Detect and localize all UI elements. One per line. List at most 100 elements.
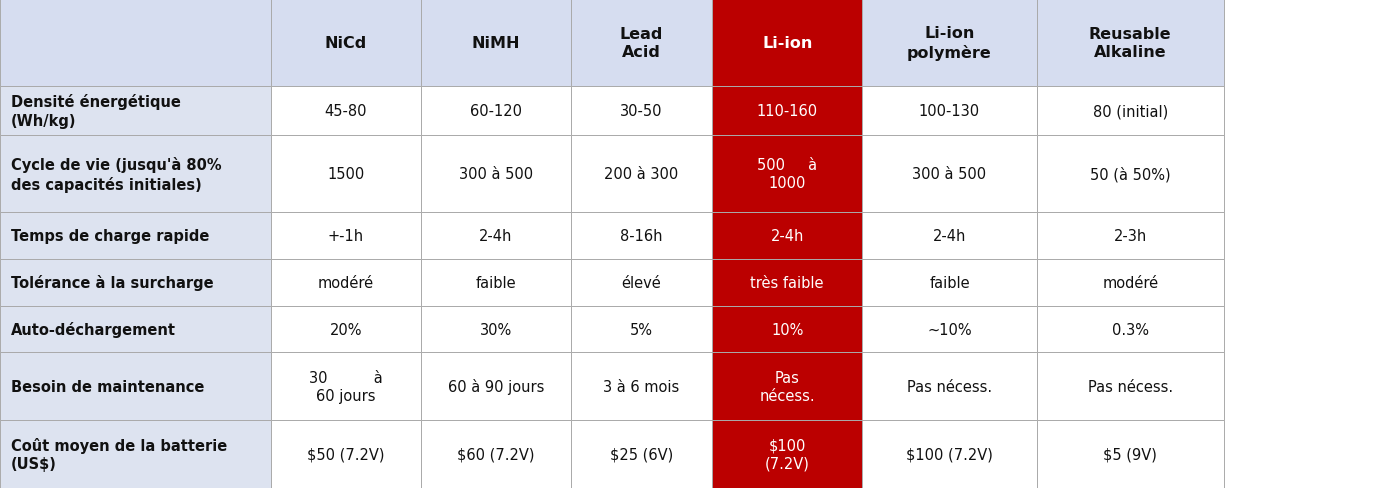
- Bar: [712, 136, 862, 213]
- Bar: [862, 0, 1037, 87]
- Bar: [421, 213, 571, 260]
- Bar: [271, 213, 421, 260]
- Bar: [862, 353, 1037, 420]
- Text: Coût moyen de la batterie
(US$): Coût moyen de la batterie (US$): [11, 437, 227, 471]
- Text: 300 à 500: 300 à 500: [459, 167, 532, 182]
- Bar: [271, 260, 421, 306]
- Text: 3 à 6 mois: 3 à 6 mois: [604, 379, 679, 394]
- Bar: [1037, 306, 1224, 353]
- Bar: [862, 260, 1037, 306]
- Text: Auto-déchargement: Auto-déchargement: [11, 322, 176, 337]
- Text: NiCd: NiCd: [324, 36, 367, 51]
- Bar: [421, 260, 571, 306]
- Bar: [271, 306, 421, 353]
- Bar: [421, 136, 571, 213]
- Text: modéré: modéré: [318, 275, 374, 290]
- Bar: [1037, 87, 1224, 136]
- Bar: [571, 353, 712, 420]
- Bar: [0, 213, 271, 260]
- Text: 50 (à 50%): 50 (à 50%): [1090, 166, 1170, 182]
- Text: faible: faible: [476, 275, 516, 290]
- Bar: [0, 136, 271, 213]
- Bar: [421, 420, 571, 488]
- Text: 5%: 5%: [630, 322, 653, 337]
- Bar: [571, 87, 712, 136]
- Text: 45-80: 45-80: [324, 104, 367, 119]
- Bar: [712, 306, 862, 353]
- Bar: [1037, 353, 1224, 420]
- Text: Reusable
Alkaline: Reusable Alkaline: [1089, 27, 1172, 60]
- Bar: [1037, 213, 1224, 260]
- Text: 100-130: 100-130: [918, 104, 980, 119]
- Bar: [862, 136, 1037, 213]
- Bar: [0, 420, 271, 488]
- Text: Besoin de maintenance: Besoin de maintenance: [11, 379, 205, 394]
- Text: 30          à
60 jours: 30 à 60 jours: [309, 370, 382, 403]
- Text: 110-160: 110-160: [756, 104, 818, 119]
- Bar: [571, 420, 712, 488]
- Text: 8-16h: 8-16h: [620, 229, 663, 244]
- Text: NiMH: NiMH: [472, 36, 520, 51]
- Bar: [421, 306, 571, 353]
- Text: 80 (initial): 80 (initial): [1093, 104, 1167, 119]
- Text: 2-3h: 2-3h: [1114, 229, 1147, 244]
- Bar: [862, 87, 1037, 136]
- Text: Pas nécess.: Pas nécess.: [1088, 379, 1173, 394]
- Bar: [271, 87, 421, 136]
- Text: 30-50: 30-50: [620, 104, 663, 119]
- Text: modéré: modéré: [1103, 275, 1158, 290]
- Bar: [0, 87, 271, 136]
- Bar: [1037, 420, 1224, 488]
- Text: Densité énergétique
(Wh/kg): Densité énergétique (Wh/kg): [11, 94, 182, 129]
- Text: 500     à
1000: 500 à 1000: [758, 158, 817, 191]
- Bar: [271, 420, 421, 488]
- Bar: [0, 353, 271, 420]
- Bar: [712, 353, 862, 420]
- Text: +-1h: +-1h: [327, 229, 364, 244]
- Bar: [712, 260, 862, 306]
- Bar: [571, 306, 712, 353]
- Text: $25 (6V): $25 (6V): [609, 447, 674, 462]
- Text: Temps de charge rapide: Temps de charge rapide: [11, 229, 209, 244]
- Bar: [271, 0, 421, 87]
- Text: $100 (7.2V): $100 (7.2V): [906, 447, 993, 462]
- Bar: [712, 0, 862, 87]
- Bar: [571, 136, 712, 213]
- Bar: [0, 260, 271, 306]
- Bar: [0, 306, 271, 353]
- Bar: [271, 136, 421, 213]
- Bar: [421, 353, 571, 420]
- Text: 0.3%: 0.3%: [1112, 322, 1148, 337]
- Bar: [571, 0, 712, 87]
- Text: Pas
nécess.: Pas nécess.: [759, 370, 815, 403]
- Text: 20%: 20%: [330, 322, 362, 337]
- Text: très faible: très faible: [751, 275, 824, 290]
- Text: 1500: 1500: [327, 167, 364, 182]
- Text: élevé: élevé: [622, 275, 661, 290]
- Text: 2-4h: 2-4h: [770, 229, 804, 244]
- Bar: [712, 213, 862, 260]
- Text: $5 (9V): $5 (9V): [1103, 447, 1158, 462]
- Text: 10%: 10%: [771, 322, 803, 337]
- Text: 60-120: 60-120: [470, 104, 521, 119]
- Bar: [1037, 136, 1224, 213]
- Bar: [571, 260, 712, 306]
- Text: $60 (7.2V): $60 (7.2V): [456, 447, 535, 462]
- Bar: [421, 87, 571, 136]
- Text: Li-ion
polymère: Li-ion polymère: [908, 26, 991, 61]
- Text: Tolérance à la surcharge: Tolérance à la surcharge: [11, 275, 213, 291]
- Text: 60 à 90 jours: 60 à 90 jours: [447, 379, 544, 394]
- Text: 2-4h: 2-4h: [478, 229, 513, 244]
- Bar: [862, 306, 1037, 353]
- Text: $100
(7.2V): $100 (7.2V): [765, 437, 810, 471]
- Text: faible: faible: [930, 275, 969, 290]
- Bar: [0, 0, 271, 87]
- Bar: [862, 420, 1037, 488]
- Text: ~10%: ~10%: [927, 322, 972, 337]
- Text: 2-4h: 2-4h: [932, 229, 967, 244]
- Text: 30%: 30%: [480, 322, 512, 337]
- Text: $50 (7.2V): $50 (7.2V): [307, 447, 385, 462]
- Text: Pas nécess.: Pas nécess.: [908, 379, 991, 394]
- Bar: [712, 420, 862, 488]
- Text: Lead
Acid: Lead Acid: [620, 27, 663, 60]
